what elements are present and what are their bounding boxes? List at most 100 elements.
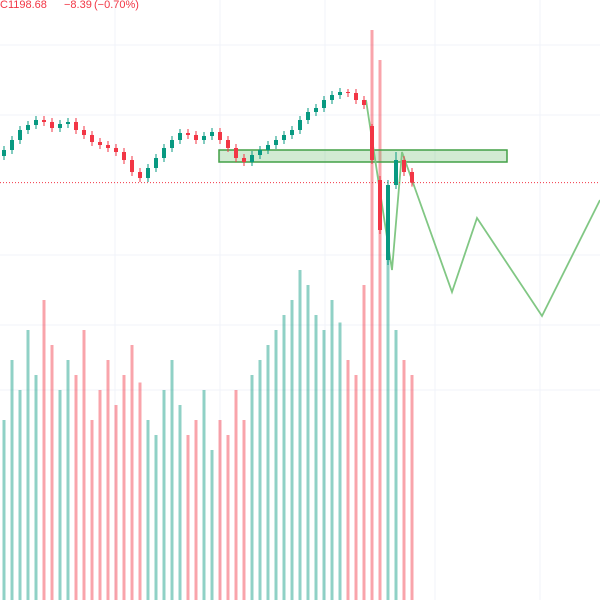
volume-bar bbox=[50, 345, 54, 600]
volume-bar bbox=[138, 382, 142, 600]
candle-body bbox=[242, 158, 246, 162]
candle-body bbox=[290, 130, 294, 135]
volume-bar bbox=[234, 390, 238, 600]
candle-body bbox=[82, 130, 86, 135]
candle-body bbox=[378, 180, 382, 230]
volume-bar bbox=[394, 330, 398, 600]
volume-bar bbox=[18, 390, 22, 600]
candle-body bbox=[42, 120, 46, 122]
candle-body bbox=[282, 135, 286, 140]
volume-bar bbox=[410, 375, 414, 600]
volume-bar bbox=[218, 420, 222, 600]
candle-body bbox=[274, 140, 278, 145]
candle-body bbox=[250, 155, 254, 162]
candle-body bbox=[354, 93, 358, 100]
volume-bar bbox=[298, 270, 302, 600]
candle-body bbox=[10, 140, 14, 150]
candle-body bbox=[130, 160, 134, 172]
candle-body bbox=[258, 150, 262, 155]
projection-drawing[interactable] bbox=[365, 99, 600, 318]
candle-body bbox=[370, 126, 374, 160]
volume-bar bbox=[354, 375, 358, 600]
volume-bar bbox=[186, 435, 190, 600]
volume-bar bbox=[322, 330, 326, 600]
candle-body bbox=[114, 148, 118, 152]
volume-bar bbox=[330, 300, 334, 600]
volume-bar bbox=[314, 315, 318, 600]
volume-bar bbox=[306, 285, 310, 600]
volume-bar bbox=[130, 345, 134, 600]
candle-body bbox=[314, 108, 318, 112]
candle-body bbox=[410, 172, 414, 183]
volume-bar bbox=[258, 360, 262, 600]
volume-bar bbox=[90, 420, 94, 600]
candle-body bbox=[58, 124, 62, 128]
volume-bar bbox=[162, 390, 166, 600]
candle-body bbox=[162, 148, 166, 158]
header-change: −8.39 bbox=[64, 0, 92, 11]
candle-body bbox=[170, 140, 174, 148]
volume-bar bbox=[282, 315, 286, 600]
volume-bar bbox=[402, 360, 406, 600]
candle-body bbox=[146, 168, 150, 178]
volume-bar bbox=[154, 435, 158, 600]
candle-body bbox=[322, 100, 326, 108]
volume-bar bbox=[82, 330, 86, 600]
volume-bar bbox=[226, 435, 230, 600]
volume-bar bbox=[146, 420, 150, 600]
volume-bar bbox=[346, 360, 350, 600]
volume-bar bbox=[170, 360, 174, 600]
volume-bar bbox=[290, 300, 294, 600]
candle-body bbox=[90, 135, 94, 142]
volume-bar bbox=[66, 360, 70, 600]
candle-body bbox=[18, 130, 22, 140]
candle-body bbox=[106, 145, 110, 148]
candle-body bbox=[234, 148, 238, 158]
volume-bar bbox=[58, 390, 62, 600]
candle-body bbox=[194, 135, 198, 140]
candle-body bbox=[218, 132, 222, 140]
candle-body bbox=[50, 122, 54, 128]
candle-body bbox=[346, 92, 350, 93]
volume-bar bbox=[194, 420, 198, 600]
candle-body bbox=[26, 125, 30, 130]
volume-bar bbox=[338, 322, 342, 600]
volume-bar bbox=[2, 420, 6, 600]
candle-body bbox=[298, 120, 302, 130]
header-close: C1198.68 bbox=[0, 0, 47, 11]
volume-bar bbox=[370, 30, 374, 600]
candle-body bbox=[154, 158, 158, 168]
volume-bar bbox=[42, 300, 46, 600]
candle-body bbox=[122, 152, 126, 160]
candle-body bbox=[66, 122, 70, 124]
volume-bar bbox=[378, 60, 382, 600]
volume-bar bbox=[250, 375, 254, 600]
volume-bar bbox=[10, 360, 14, 600]
candle-body bbox=[138, 172, 142, 178]
volume-bar bbox=[386, 240, 390, 600]
volume-bar bbox=[210, 450, 214, 600]
candle-body bbox=[402, 160, 406, 172]
volume-bar bbox=[362, 285, 366, 600]
candles bbox=[0, 88, 600, 265]
zone-drawing[interactable] bbox=[218, 149, 508, 163]
candle-body bbox=[186, 133, 190, 135]
volume-bar bbox=[266, 345, 270, 600]
candle-body bbox=[362, 100, 366, 105]
candle-body bbox=[98, 142, 102, 145]
candle-body bbox=[202, 136, 206, 140]
candle-body bbox=[266, 145, 270, 150]
candle-body bbox=[330, 95, 334, 100]
volume-bar bbox=[202, 390, 206, 600]
candle-body bbox=[226, 140, 230, 148]
volume-bar bbox=[114, 405, 118, 600]
volume-pane bbox=[2, 30, 414, 600]
volume-bar bbox=[26, 330, 30, 600]
volume-bar bbox=[178, 405, 182, 600]
candle-body bbox=[178, 133, 182, 140]
volume-bar bbox=[242, 420, 246, 600]
volume-bar bbox=[74, 375, 78, 600]
volume-bar bbox=[34, 375, 38, 600]
